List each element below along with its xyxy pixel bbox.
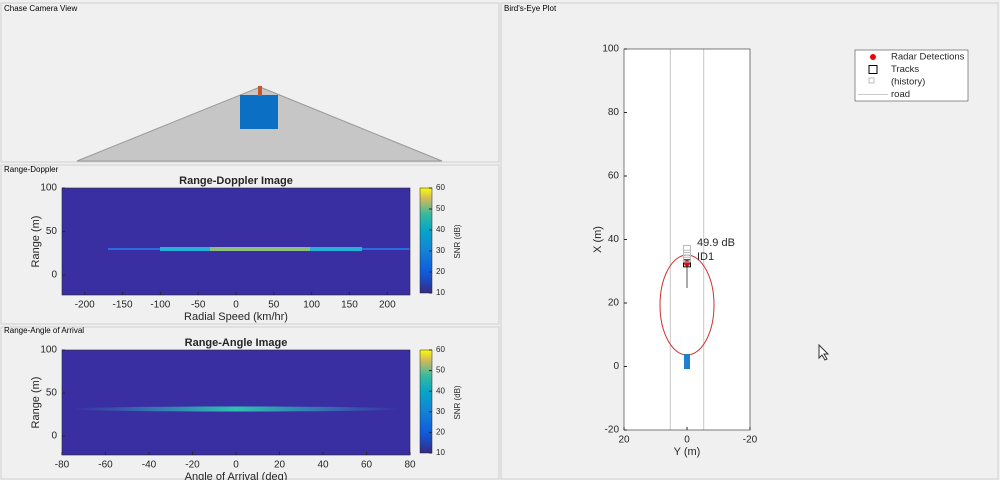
y-tick-label: -20 [605,425,620,436]
heatmap-band [210,247,310,251]
legend-marker [870,54,876,60]
y-tick-label: 0 [51,431,57,442]
x-tick-label: -80 [55,460,70,471]
x-tick-label: -100 [150,300,170,311]
panel-title: Chase Camera View [4,4,77,13]
detection [684,260,690,267]
x-tick-label: 40 [317,460,329,471]
y-tick-label: 0 [51,270,57,281]
y-tick-label: 100 [40,183,57,194]
y-axis-label: Range (m) [30,216,42,268]
y-axis-label: X (m) [592,226,604,253]
colorbar-label: SNR (dB) [453,385,462,420]
x-axis-label: Y (m) [674,446,701,458]
cursor [818,343,830,361]
colorbar-tick-label: 20 [436,428,445,437]
colorbar [419,349,433,454]
colorbar-tick-label: 60 [436,345,445,354]
x-tick-label: 60 [361,460,373,471]
x-tick-label: 200 [379,300,396,311]
colorbar-tick-label: 50 [436,204,445,213]
x-axis-label: Radial Speed (km/hr) [184,311,288,323]
ego-vehicle [684,354,690,369]
annotation: ID1 [697,251,714,263]
colorbar-tick-label: 10 [436,288,445,297]
legend-label: road [891,89,910,100]
x-tick-label: 50 [268,300,280,311]
heatmap-band [71,406,401,412]
colorbar-tick-label: 30 [436,246,445,255]
x-tick-label: 80 [404,460,416,471]
x-tick-label: -20 [185,460,200,471]
road-line [669,49,705,430]
colorbar-tick-label: 20 [436,267,445,276]
panel-title: Bird's-Eye Plot [504,4,557,13]
track-history [683,254,691,263]
legend-marker [868,65,878,74]
panel-title: Range-Angle of Arrival [4,326,84,335]
colorbar-tick-label: 50 [436,366,445,375]
chart-title: Range-Doppler Image [179,175,293,187]
x-tick-label: 0 [233,300,239,311]
x-axis-label: Angle of Arrival (deg) [185,471,288,480]
legend-label: (history) [891,77,925,88]
radar-sensor [258,86,262,96]
x-tick-label: -50 [191,300,206,311]
track-history [683,249,691,258]
x-tick-label: 0 [233,460,239,471]
heatmap-image [62,350,410,455]
y-tick-label: 40 [608,234,620,245]
y-tick-label: 100 [602,44,619,55]
x-tick-label: 100 [303,300,320,311]
colorbar-tick-label: 30 [436,407,445,416]
y-tick-label: 50 [46,226,58,237]
colorbar-tick-label: 40 [436,225,445,234]
x-tick-label: -200 [75,300,95,311]
x-tick-label: -20 [743,435,758,446]
y-tick-label: 50 [46,388,58,399]
x-tick-label: -150 [113,300,133,311]
x-tick-label: 0 [684,435,690,446]
y-tick-label: 20 [608,298,620,309]
x-tick-label: 20 [618,435,630,446]
legend-label: Radar Detections [891,52,965,63]
track-history [683,245,691,254]
chart-title: Range-Angle Image [185,337,288,349]
x-tick-label: -60 [98,460,113,471]
heatmap-image [62,188,410,295]
legend-marker [868,77,875,84]
x-tick-label: 20 [274,460,286,471]
x-tick-label: -40 [142,460,157,471]
y-tick-label: 0 [613,361,619,372]
track [683,259,691,268]
annotation: 49.9 dB [697,237,735,249]
colorbar [419,187,433,294]
colorbar-tick-label: 40 [436,386,445,395]
y-axis-label: Range (m) [30,377,42,429]
y-tick-label: 60 [608,171,620,182]
colorbar-label: SNR (dB) [453,224,462,259]
legend-label: Tracks [891,64,919,75]
y-tick-label: 100 [40,345,57,356]
colorbar-tick-label: 10 [436,448,445,457]
panel-title: Range-Doppler [4,165,59,174]
vehicle [240,95,278,129]
x-tick-label: 150 [341,300,358,311]
colorbar-tick-label: 60 [436,183,445,192]
y-tick-label: 80 [608,107,620,118]
